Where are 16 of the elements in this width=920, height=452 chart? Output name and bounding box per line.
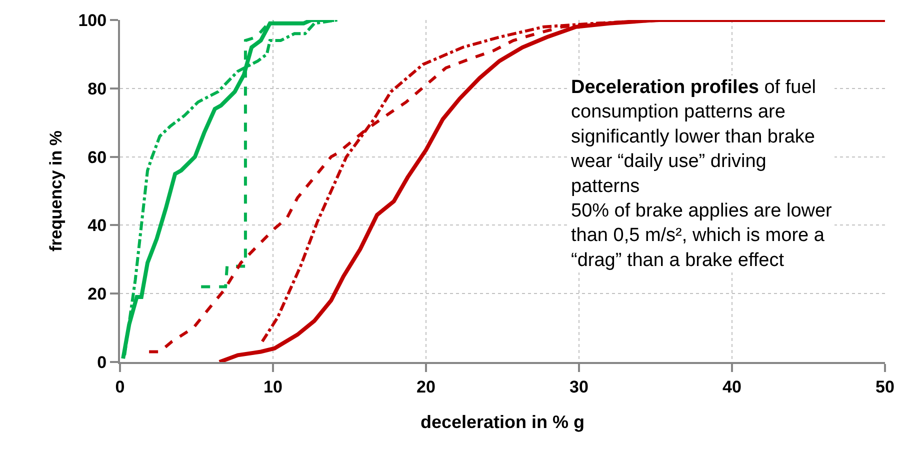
y-axis-title: frequency in % xyxy=(46,130,66,252)
y-tick-label: 80 xyxy=(88,79,107,98)
y-tick-label: 60 xyxy=(88,148,107,167)
y-tick-label: 40 xyxy=(88,216,107,236)
x-tick-label: 40 xyxy=(722,377,742,396)
x-tick-label: 20 xyxy=(416,377,436,396)
x-tick-label: 30 xyxy=(570,377,588,396)
x-tick-label: 50 xyxy=(876,377,894,396)
annotation: 50% of brake applies are lower than 0,5 m/s², which is more a “drag” than a brake effect xyxy=(571,200,833,271)
y-tick-label: 20 xyxy=(88,284,107,304)
x-tick-label: 0 xyxy=(115,377,125,396)
y-tick-label: 100 xyxy=(78,10,107,30)
y-tick-label: 0 xyxy=(97,352,107,372)
x-tick-label: 10 xyxy=(264,377,282,396)
x-axis-title: deceleration in % g xyxy=(420,412,585,432)
annotation: Deceleration profiles xyxy=(571,77,759,98)
